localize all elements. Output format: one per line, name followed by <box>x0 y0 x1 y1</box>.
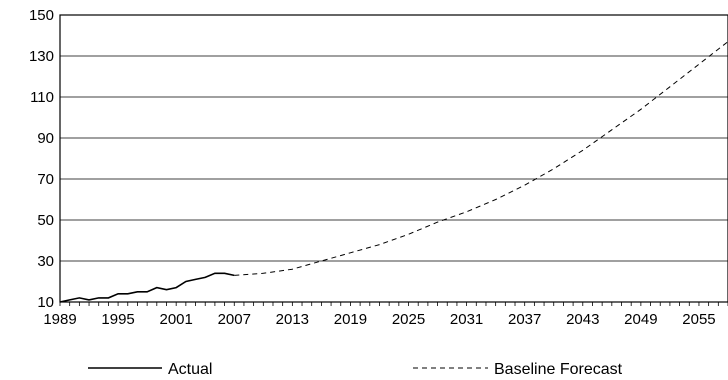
y-tick-label-70: 70 <box>37 171 54 188</box>
series-lines <box>59 41 728 303</box>
x-tick-label-2019: 2019 <box>334 311 367 328</box>
x-tick-label-2049: 2049 <box>624 311 657 328</box>
y-axis-tick-labels: 10 30 50 70 90 110 130 150 <box>29 7 54 311</box>
series-line-baseline-forecast <box>234 41 728 276</box>
x-tick-label-2025: 2025 <box>392 311 425 328</box>
x-tick-label-2031: 2031 <box>450 311 483 328</box>
series-line-actual <box>59 272 235 303</box>
y-tick-label-50: 50 <box>37 212 54 229</box>
x-tick-label-2043: 2043 <box>566 311 599 328</box>
x-axis-tick-labels: 1989 1995 2001 2007 2013 2019 2025 2031 2037 2043… <box>43 311 715 328</box>
y-tick-label-110: 110 <box>30 89 54 106</box>
x-tick-label-1995: 1995 <box>101 311 134 328</box>
legend-label-actual: Actual <box>168 361 212 378</box>
legend-label-baseline-forecast: Baseline Forecast <box>494 361 623 378</box>
x-tick-label-2007: 2007 <box>218 311 251 328</box>
legend: Actual Baseline Forecast <box>88 361 623 378</box>
x-tick-label-2055: 2055 <box>682 311 715 328</box>
x-tick-label-2013: 2013 <box>276 311 309 328</box>
x-axis-minor-ticks <box>59 302 728 306</box>
gridlines <box>60 55 728 262</box>
y-tick-label-10: 10 <box>37 294 54 311</box>
x-tick-label-2037: 2037 <box>508 311 541 328</box>
y-tick-label-150: 150 <box>29 7 54 24</box>
x-tick-label-1989: 1989 <box>43 311 76 328</box>
plot-area-frame <box>59 14 728 303</box>
y-tick-label-30: 30 <box>37 253 54 270</box>
y-tick-label-130: 130 <box>29 48 54 65</box>
x-tick-label-2001: 2001 <box>159 311 192 328</box>
y-tick-label-90: 90 <box>37 130 54 147</box>
